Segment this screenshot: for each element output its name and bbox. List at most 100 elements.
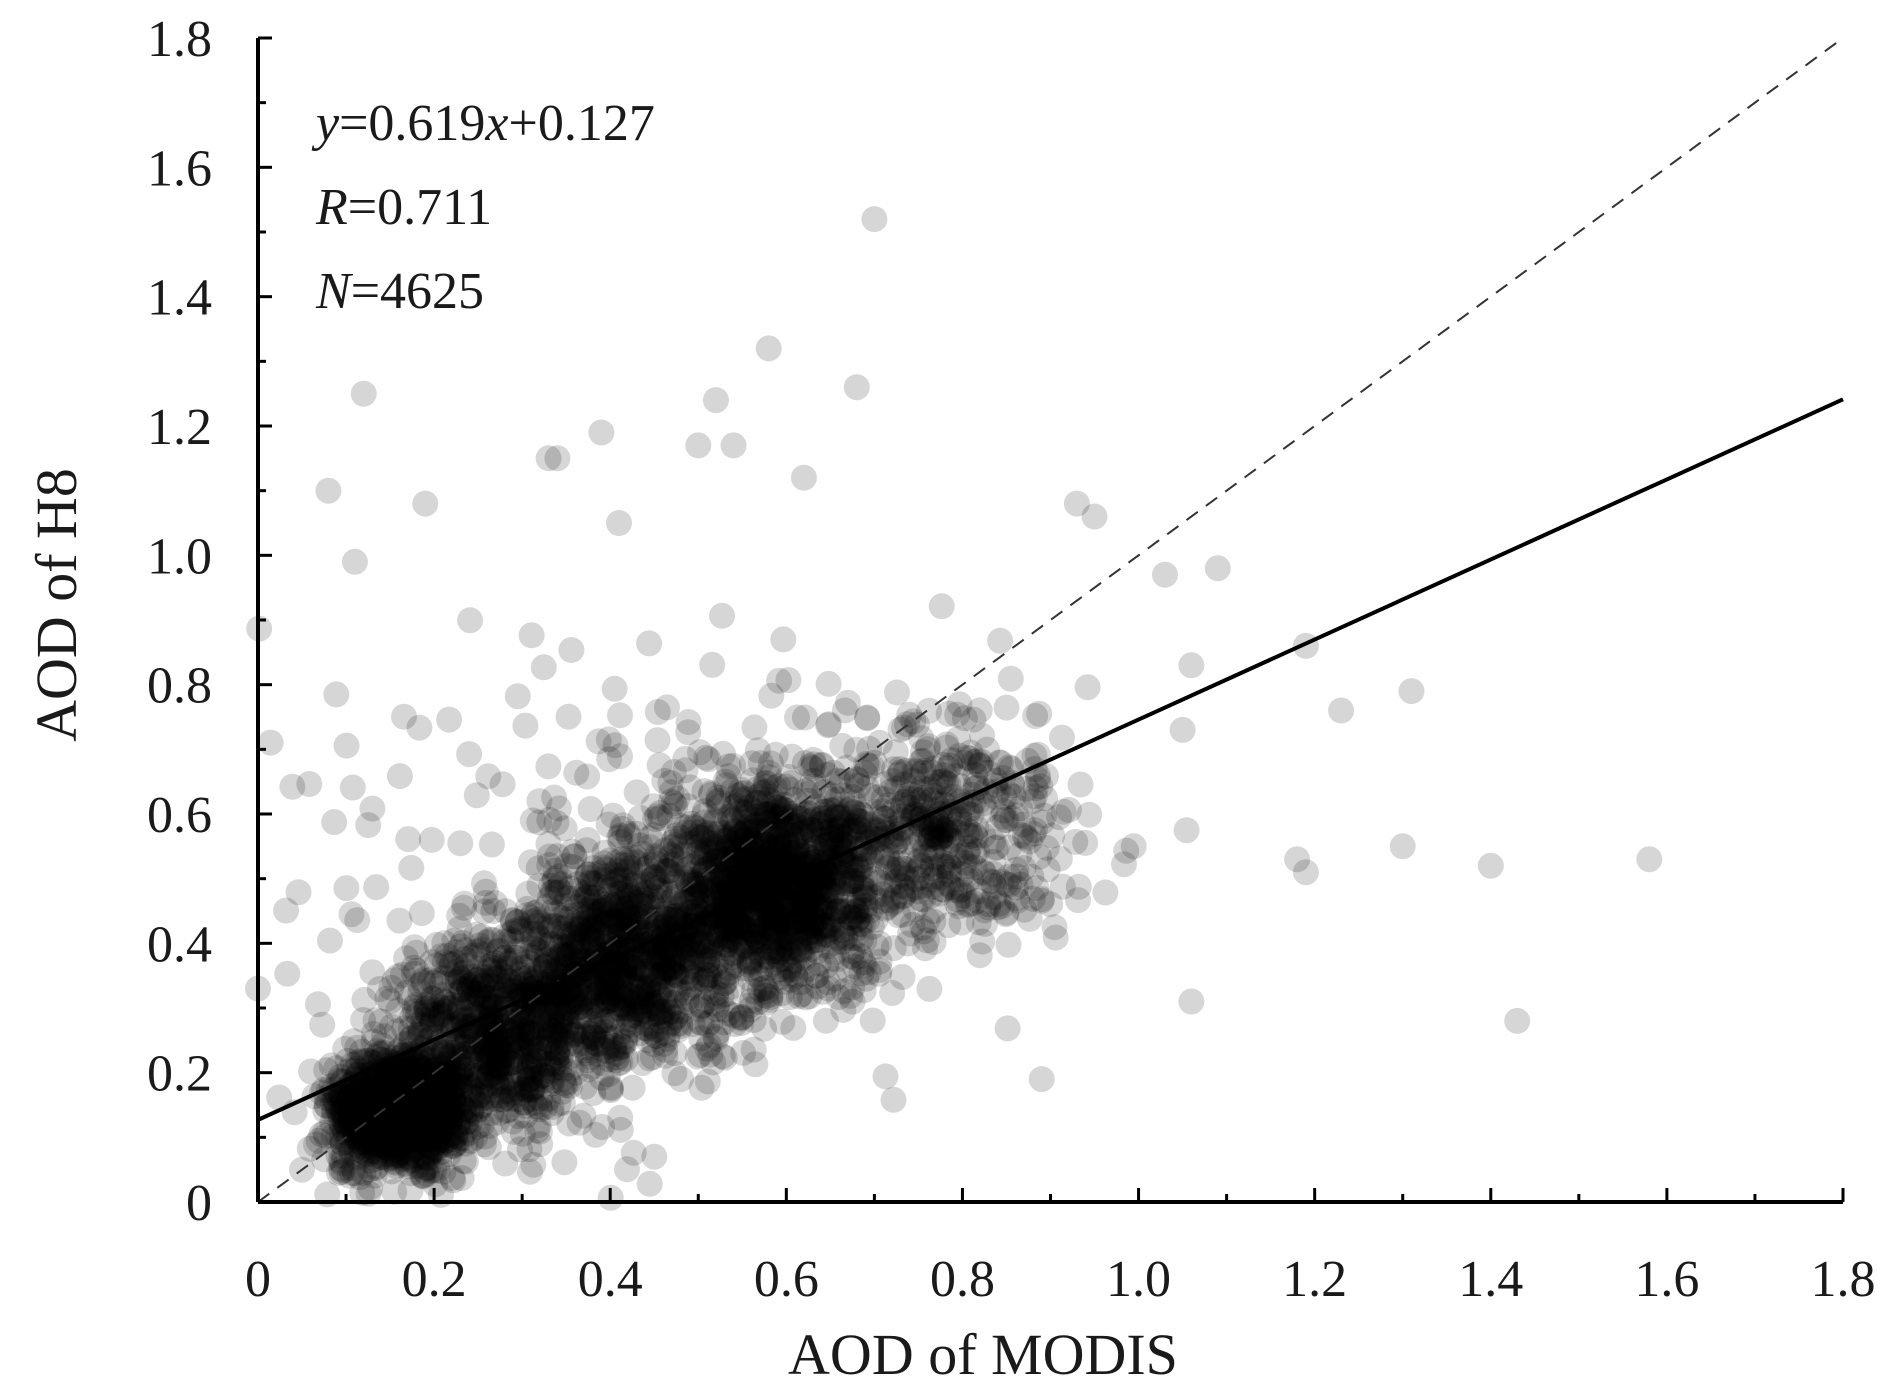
regression-equation: y=0.619x+0.127 bbox=[311, 95, 655, 152]
data-point bbox=[449, 1055, 476, 1082]
data-point bbox=[697, 877, 723, 903]
data-point bbox=[425, 1116, 452, 1143]
data-point bbox=[478, 831, 505, 858]
data-point bbox=[336, 1097, 363, 1124]
data-point bbox=[1065, 873, 1092, 900]
data-point bbox=[584, 998, 611, 1024]
data-point bbox=[456, 741, 483, 768]
data-point bbox=[759, 951, 785, 978]
data-point bbox=[389, 1055, 416, 1082]
data-point bbox=[361, 1098, 388, 1125]
data-point bbox=[646, 887, 673, 914]
data-point bbox=[1173, 817, 1200, 844]
data-point bbox=[838, 904, 865, 931]
data-point bbox=[336, 1085, 363, 1112]
data-point bbox=[257, 729, 284, 756]
data-point bbox=[677, 974, 704, 1001]
data-point bbox=[681, 921, 708, 948]
data-point bbox=[410, 1093, 437, 1119]
data-point bbox=[439, 1096, 466, 1123]
data-point bbox=[931, 762, 958, 789]
data-point bbox=[351, 1139, 378, 1166]
data-point bbox=[459, 944, 486, 971]
data-point bbox=[675, 719, 702, 746]
data-point bbox=[601, 932, 628, 958]
data-point bbox=[416, 1083, 443, 1110]
data-point bbox=[435, 1109, 462, 1136]
data-point bbox=[394, 1129, 421, 1156]
data-point bbox=[317, 927, 343, 954]
data-point bbox=[731, 799, 758, 826]
data-point bbox=[522, 1073, 549, 1100]
data-point bbox=[653, 858, 680, 885]
data-point bbox=[446, 915, 473, 942]
data-point bbox=[962, 824, 989, 851]
data-point bbox=[778, 839, 805, 866]
data-point bbox=[578, 939, 605, 966]
data-point bbox=[363, 874, 390, 901]
data-point bbox=[604, 1024, 631, 1050]
data-point bbox=[700, 940, 727, 967]
data-point bbox=[659, 925, 685, 952]
data-point bbox=[728, 785, 755, 812]
data-point bbox=[608, 892, 635, 918]
sample-count: N=4625 bbox=[315, 263, 484, 320]
data-point bbox=[805, 858, 831, 885]
data-point bbox=[412, 1107, 439, 1133]
data-point bbox=[359, 1137, 386, 1164]
data-point bbox=[509, 916, 536, 943]
data-point bbox=[551, 1070, 578, 1097]
data-point bbox=[776, 893, 803, 920]
data-point bbox=[824, 925, 851, 952]
data-point bbox=[504, 1086, 531, 1113]
data-point bbox=[995, 931, 1022, 958]
data-point bbox=[891, 771, 917, 798]
data-point bbox=[421, 1111, 448, 1138]
data-point bbox=[708, 863, 735, 890]
data-point bbox=[417, 967, 444, 994]
data-point bbox=[829, 782, 856, 809]
data-point bbox=[761, 910, 788, 937]
data-point bbox=[433, 989, 460, 1016]
data-point bbox=[794, 876, 821, 903]
data-point bbox=[668, 1066, 694, 1092]
data-point bbox=[713, 772, 740, 799]
data-point bbox=[516, 1052, 543, 1079]
data-point bbox=[794, 920, 821, 947]
data-point bbox=[614, 1156, 640, 1183]
data-point bbox=[838, 795, 865, 822]
data-point bbox=[609, 1034, 636, 1060]
data-point bbox=[1477, 852, 1504, 879]
data-point bbox=[568, 1003, 595, 1030]
data-point bbox=[790, 464, 817, 491]
data-point bbox=[803, 793, 830, 820]
data-point bbox=[469, 986, 496, 1013]
data-point bbox=[392, 1150, 419, 1177]
data-point bbox=[908, 725, 935, 752]
data-point bbox=[1178, 988, 1205, 1015]
data-point bbox=[586, 991, 613, 1018]
data-point bbox=[836, 821, 863, 848]
data-point bbox=[356, 1156, 383, 1183]
data-point bbox=[912, 809, 939, 836]
data-point bbox=[488, 1012, 515, 1039]
data-point bbox=[437, 1108, 464, 1135]
data-point bbox=[639, 867, 666, 894]
data-point bbox=[909, 914, 936, 941]
data-point bbox=[899, 767, 926, 794]
data-point bbox=[730, 955, 757, 982]
data-point bbox=[757, 888, 784, 915]
data-point bbox=[775, 941, 802, 968]
data-point bbox=[553, 1000, 580, 1027]
data-point bbox=[688, 993, 715, 1020]
data-point bbox=[333, 732, 360, 759]
data-point bbox=[626, 1000, 652, 1027]
data-point bbox=[472, 889, 499, 916]
data-point bbox=[847, 854, 874, 881]
data-point bbox=[593, 968, 620, 995]
data-point bbox=[1022, 703, 1049, 729]
data-point bbox=[537, 1015, 563, 1042]
data-point bbox=[379, 1120, 406, 1147]
data-point bbox=[480, 1064, 507, 1091]
